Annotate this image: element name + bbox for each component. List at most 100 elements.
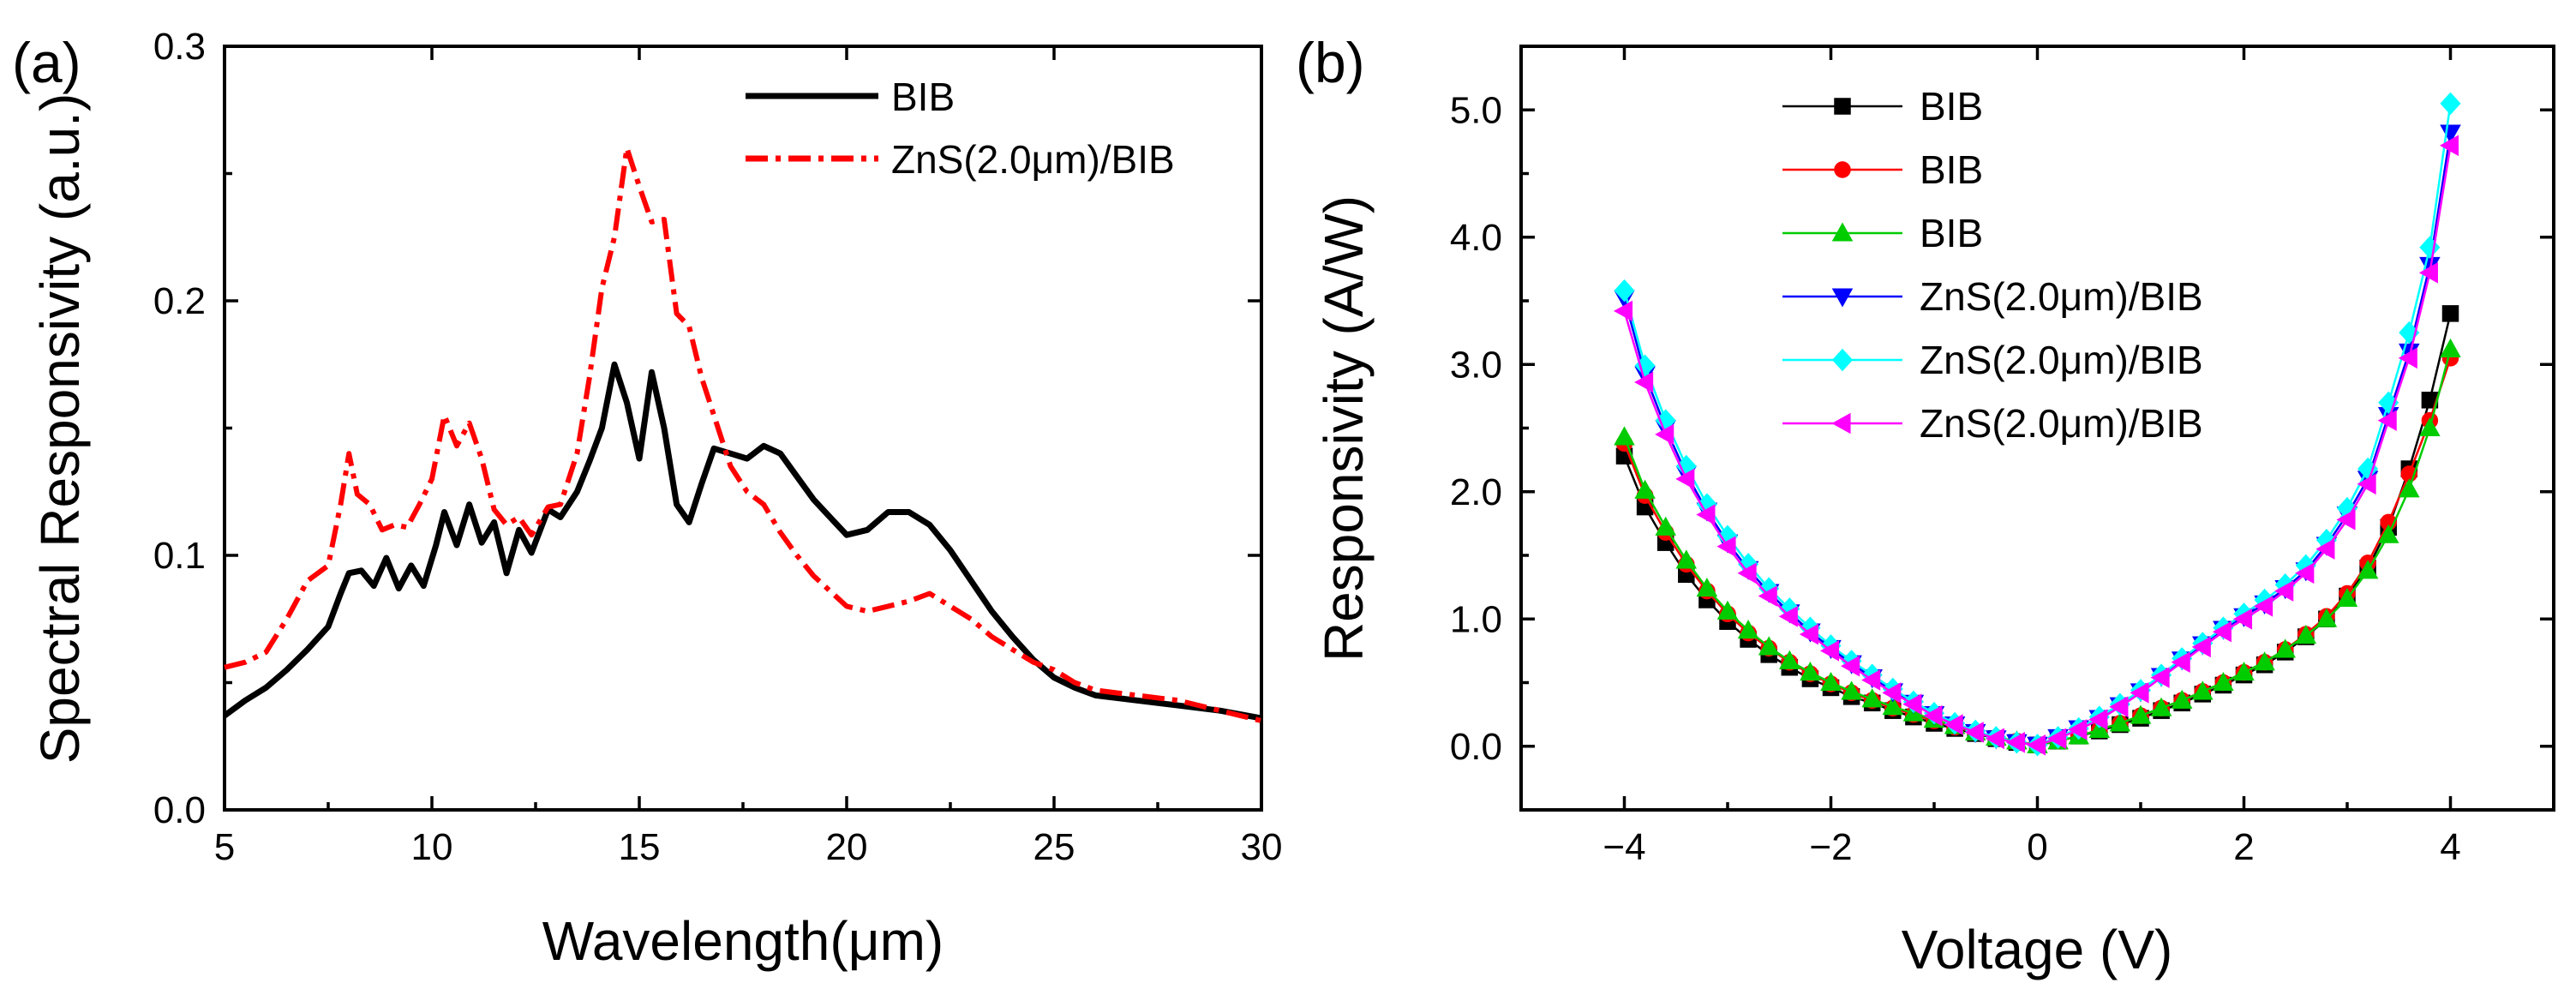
data-point-marker: [1675, 468, 1695, 490]
data-point-marker: [2315, 608, 2338, 627]
data-point-marker: [1944, 714, 1963, 735]
y-tick-label: 0.0: [153, 789, 206, 831]
data-point-marker: [2150, 667, 2170, 688]
panel-a-axis-ticks: 5 10 15 20 25 30 0.0 0.1 0.2 0.3: [153, 26, 1283, 868]
x-tick-label: 10: [411, 826, 453, 868]
legend-label: ZnS(2.0μm)/BIB: [1920, 401, 2203, 446]
data-point-marker: [2171, 689, 2193, 709]
data-point-marker: [1675, 549, 1698, 569]
data-point-marker: [1985, 728, 2004, 750]
data-point-marker: [2192, 680, 2214, 700]
legend-label: BIB: [1920, 147, 1983, 192]
data-point-marker: [2336, 509, 2356, 530]
data-point-marker: [2440, 338, 2461, 357]
data-point-marker: [2399, 478, 2420, 498]
data-point-marker: [2254, 596, 2273, 617]
data-point-marker: [1861, 688, 1883, 708]
panel-b-data-series: [1613, 92, 2461, 757]
panel-b-y-axis-title: Responsivity (A/W): [1313, 195, 1375, 662]
y-tick-label: 0.0: [1450, 726, 1502, 768]
data-point-marker: [1614, 426, 1635, 446]
data-point-marker: [1964, 722, 1984, 743]
x-tick-label: 20: [826, 826, 868, 868]
data-point-marker: [1613, 300, 1633, 322]
data-point-marker: [1841, 655, 1860, 677]
data-point-marker: [2274, 580, 2294, 602]
x-tick-label: 4: [2440, 826, 2460, 868]
y-tick-label: 0.2: [153, 280, 206, 322]
data-point-marker: [1737, 620, 1759, 639]
data-point-marker: [2295, 562, 2315, 584]
data-point-marker: [2005, 732, 2025, 753]
data-point-marker: [1634, 479, 1656, 499]
data-point-marker: [1861, 669, 1881, 691]
x-tick-label: 25: [1033, 826, 1075, 868]
panel-a-data-lines: [222, 145, 1262, 723]
legend-marker: [1831, 288, 1854, 308]
panel-a-label: (a): [12, 31, 81, 94]
data-point-marker: [2441, 305, 2459, 322]
data-point-marker: [2130, 704, 2152, 724]
data-point-marker: [1634, 371, 1654, 393]
data-point-marker: [2212, 620, 2232, 643]
data-point-marker: [1800, 662, 1821, 681]
series-line-bib: [222, 361, 1262, 722]
y-tick-label: 0.1: [153, 535, 206, 577]
data-point-marker: [2191, 636, 2211, 658]
data-point-marker: [2357, 560, 2379, 579]
legend-a-label-bib: BIB: [891, 75, 955, 119]
x-tick-label: 15: [619, 826, 661, 868]
panel-b-responsivity-chart: (b) −4 −2 0 2 4 0.0 1.0 2.0 3.0 4.0 5.0 Voltage (V…: [1296, 31, 2555, 980]
data-point-marker: [2047, 728, 2067, 750]
data-point-marker: [2109, 696, 2129, 717]
data-point-marker: [1882, 696, 1904, 716]
data-point-marker: [2377, 410, 2397, 431]
legend-label: ZnS(2.0μm)/BIB: [1920, 338, 2203, 382]
data-point-marker: [2088, 709, 2108, 730]
y-tick-label: 4.0: [1450, 217, 1502, 259]
data-point-marker: [2439, 135, 2459, 157]
legend-a-label-zns: ZnS(2.0μm)/BIB: [891, 137, 1175, 182]
x-tick-label: 0: [2027, 826, 2047, 868]
series-triangle-left-zns-bib: [1613, 135, 2459, 756]
x-tick-label: 2: [2233, 826, 2254, 868]
data-point-marker: [2357, 473, 2376, 495]
panel-b-x-axis-title: Voltage (V): [1902, 919, 2173, 980]
data-point-marker: [2150, 697, 2172, 716]
data-point-marker: [1820, 671, 1842, 692]
legend-marker: [1831, 222, 1854, 242]
x-tick-label: −2: [1809, 826, 1852, 868]
legend-marker: [1834, 98, 1851, 115]
data-point-marker: [2418, 262, 2438, 284]
panel-a-y-axis-title: Spectral Responsivity (a.u.): [29, 93, 91, 764]
legend-marker: [1834, 161, 1851, 178]
data-point-marker: [1819, 640, 1840, 662]
panel-b-legend: BIB BIB BIB ZnS(2.0μm)/BIB ZnS(2.0μm)/BIB ZnS…: [1782, 84, 2203, 446]
y-tick-label: 0.3: [153, 26, 206, 68]
data-point-marker: [1716, 600, 1739, 620]
data-point-marker: [2315, 538, 2335, 560]
data-point-marker: [2440, 92, 2461, 116]
data-point-marker: [1758, 585, 1777, 607]
legend-marker: [1831, 412, 1851, 435]
data-point-marker: [1778, 606, 1798, 627]
data-point-marker: [1779, 650, 1800, 669]
panel-b-label: (b): [1296, 31, 1365, 94]
data-point-marker: [1696, 578, 1718, 597]
legend-label: ZnS(2.0μm)/BIB: [1920, 274, 2203, 319]
data-point-marker: [2233, 662, 2255, 681]
x-tick-label: 5: [214, 826, 235, 868]
y-tick-label: 5.0: [1450, 89, 1502, 131]
panel-a-x-axis-title: Wavelength(μm): [542, 910, 944, 972]
data-point-marker: [2295, 625, 2317, 644]
legend-marker: [1831, 348, 1854, 372]
data-point-marker: [2398, 347, 2417, 369]
data-point-marker: [1716, 536, 1736, 557]
data-point-marker: [2377, 524, 2399, 543]
data-point-marker: [1655, 423, 1674, 446]
x-tick-label: −4: [1603, 826, 1645, 868]
x-tick-label: 30: [1241, 826, 1283, 868]
panel-b-axis-ticks: −4 −2 0 2 4 0.0 1.0 2.0 3.0 4.0 5.0: [1450, 46, 2554, 868]
legend-label: BIB: [1920, 84, 1983, 129]
